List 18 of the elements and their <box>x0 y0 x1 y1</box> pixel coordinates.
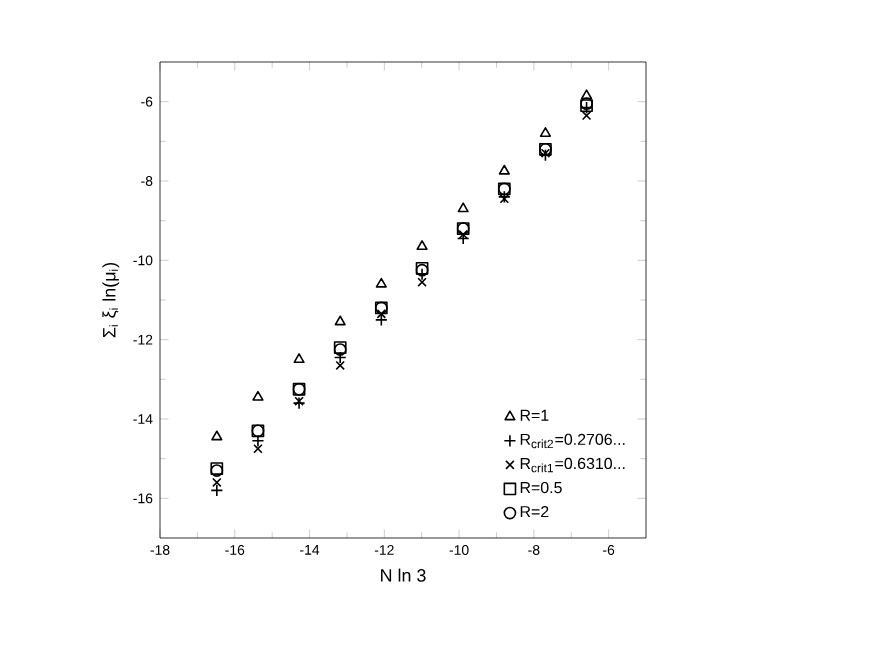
point <box>375 277 387 288</box>
x-axis-title: N ln 3 <box>381 568 426 582</box>
y-axis-title: Σ$_{i}$ ξ$_{i}$ ln(μ$_{i}$) <box>102 262 120 338</box>
point <box>252 390 264 401</box>
point <box>539 127 552 137</box>
point <box>334 315 346 326</box>
point <box>417 277 427 287</box>
point <box>416 240 428 251</box>
point <box>294 396 304 406</box>
point <box>335 360 345 371</box>
point <box>580 89 593 100</box>
point <box>498 164 510 175</box>
point <box>457 202 469 213</box>
point <box>376 309 387 319</box>
point <box>293 353 305 364</box>
point <box>540 148 551 158</box>
point <box>253 444 263 454</box>
point <box>211 430 223 441</box>
